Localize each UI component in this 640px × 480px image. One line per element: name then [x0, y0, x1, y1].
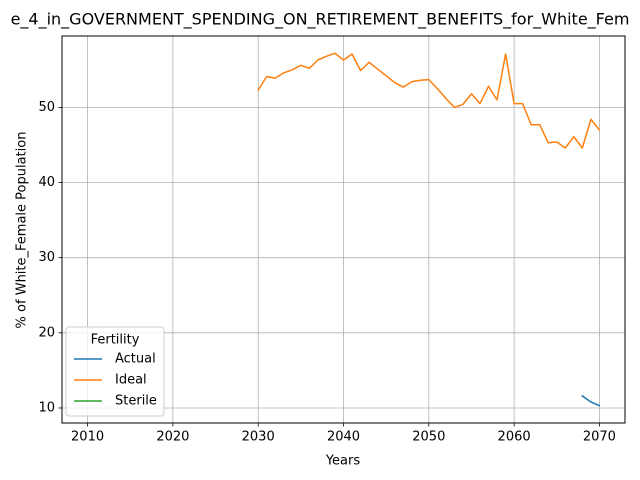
x-tick-label: 2060 — [498, 430, 531, 445]
y-tick-label: 50 — [38, 100, 55, 115]
x-axis-label: Years — [325, 454, 361, 469]
series-line-ideal — [257, 52, 601, 149]
y-axis-label: % of White_Female Population — [15, 132, 30, 329]
legend-entries: Actual Ideal Sterile — [74, 352, 157, 409]
y-tick-label: 20 — [38, 325, 55, 340]
series-line-actual — [581, 394, 601, 407]
legend-label-ideal: Ideal — [115, 373, 147, 388]
series-lines — [257, 52, 601, 407]
x-tick-label: 2010 — [71, 430, 104, 445]
x-tick-label: 2020 — [156, 430, 189, 445]
x-axis-ticks: 2010 2020 2030 2040 2050 2060 2070 — [71, 423, 616, 445]
legend-box — [65, 326, 165, 417]
legend-title: Fertility — [91, 333, 140, 348]
y-tick-label: 10 — [38, 400, 55, 415]
x-tick-label: 2050 — [412, 430, 445, 445]
legend-label-actual: Actual — [115, 352, 156, 367]
y-axis-ticks: 10 20 30 40 50 — [38, 100, 62, 415]
y-tick-label: 30 — [38, 250, 55, 265]
legend: Fertility Actual Ideal Sterile — [65, 326, 165, 417]
x-tick-label: 2030 — [242, 430, 275, 445]
chart-title: e_4_in_GOVERNMENT_SPENDING_ON_RETIREMENT… — [11, 10, 630, 30]
x-tick-label: 2070 — [583, 430, 616, 445]
x-tick-label: 2040 — [327, 430, 360, 445]
y-tick-label: 40 — [38, 175, 55, 190]
legend-label-sterile: Sterile — [115, 394, 157, 409]
